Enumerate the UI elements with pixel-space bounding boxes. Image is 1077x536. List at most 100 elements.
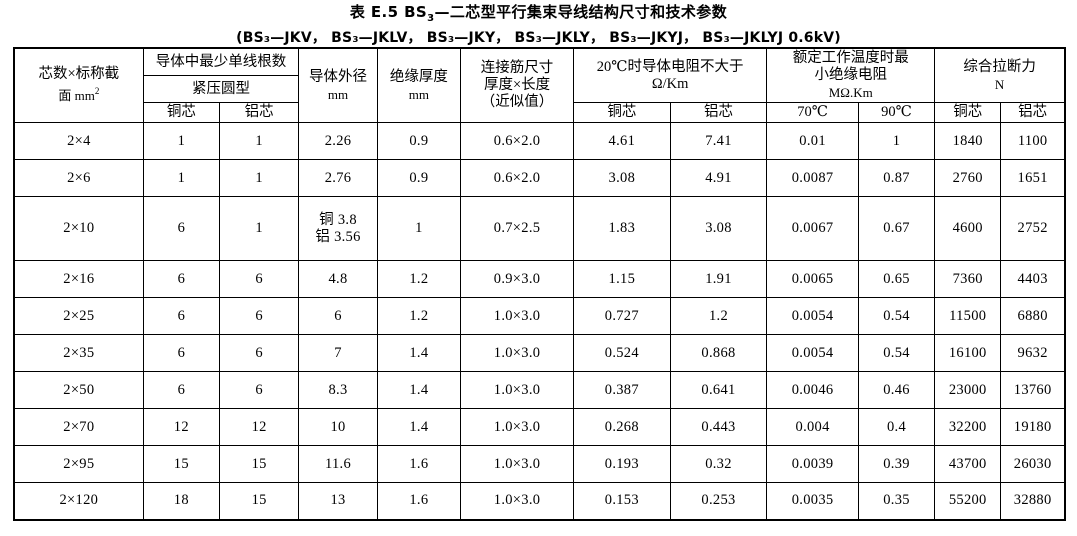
- cell-insulation-resistance-70c: 0.0067: [766, 196, 859, 261]
- cell-outer-diameter: 13: [298, 482, 378, 520]
- cell-connecting-rib: 1.0×3.0: [460, 482, 575, 520]
- header-insulation-resistance-group: 额定工作温度时最 小绝缘电阻 MΩ.Km: [766, 47, 936, 103]
- header-row-1: 芯数×标称截 面 mm2 导体中最少单线根数 导体外径 mm 绝缘厚度 mm 连…: [13, 47, 1066, 123]
- cell-outer-diameter: 铜 3.8 铝 3.56: [298, 196, 378, 261]
- cell-tensile-aluminum: 4403: [1000, 260, 1066, 298]
- cell-outer-diameter: 2.26: [298, 122, 378, 160]
- cell-resistance-copper: 4.61: [573, 122, 671, 160]
- cell-strands-copper: 1: [142, 159, 221, 197]
- cell-resistance-copper: 0.524: [573, 334, 671, 372]
- header-outer-diameter-unit: mm: [327, 86, 349, 102]
- header-tensile-aluminum: 铝芯: [1000, 102, 1066, 123]
- header-insulation-thickness-unit: mm: [408, 86, 429, 102]
- cell-resistance-aluminum: 1.2: [669, 297, 768, 335]
- cell-strands-copper: 6: [142, 297, 221, 335]
- cell-outer-diameter: 8.3: [298, 371, 378, 409]
- cell-strands-copper: 6: [142, 334, 221, 372]
- cell-insulation-thickness: 1.6: [376, 482, 462, 520]
- header-resistance-copper: 铜芯: [573, 102, 671, 123]
- cell-tensile-aluminum: 6880: [1000, 297, 1066, 335]
- cell-strands-aluminum: 12: [218, 408, 300, 446]
- cell-section-spec: 2×25: [13, 297, 144, 335]
- cell-resistance-aluminum: 0.253: [669, 482, 768, 520]
- cell-insulation-thickness: 1.4: [376, 334, 462, 372]
- table-row: 2×16 6 6 4.8 1.2 0.9×3.0 1.15 1.91 0.0065 0.65 736…: [13, 260, 1066, 298]
- cell-insulation-resistance-70c: 0.01: [766, 122, 859, 160]
- header-outer-diameter: 导体外径 mm: [298, 47, 378, 123]
- cell-insulation-thickness: 1.2: [376, 260, 462, 298]
- header-resistance-aluminum: 铝芯: [669, 102, 768, 123]
- cell-outer-diameter: 6: [298, 297, 378, 335]
- cell-strands-aluminum: 6: [218, 260, 300, 298]
- cell-outer-diameter: 11.6: [298, 445, 378, 483]
- cell-insulation-resistance-70c: 0.0039: [766, 445, 859, 483]
- table-row: 2×70 12 12 10 1.4 1.0×3.0 0.268 0.443 0.004 0.4 32…: [13, 408, 1066, 446]
- header-connecting-rib-line1: 连接筋尺寸: [480, 60, 554, 76]
- cell-resistance-aluminum: 1.91: [669, 260, 768, 298]
- header-connecting-rib-line3: （近似值）: [480, 94, 554, 110]
- cell-insulation-thickness: 1.4: [376, 408, 462, 446]
- cell-resistance-copper: 1.15: [573, 260, 671, 298]
- cell-strands-aluminum: 1: [218, 159, 300, 197]
- cell-insulation-resistance-90c: 0.87: [857, 159, 936, 197]
- cell-section-spec: 2×4: [13, 122, 144, 160]
- table-row: 2×4 1 1 2.26 0.9 0.6×2.0 4.61 7.41 0.01 1 1840 1100: [13, 122, 1066, 160]
- cell-insulation-thickness: 0.9: [376, 159, 462, 197]
- cell-insulation-resistance-90c: 0.35: [857, 482, 936, 520]
- cell-strands-aluminum: 15: [218, 482, 300, 520]
- cell-insulation-resistance-90c: 0.65: [857, 260, 936, 298]
- cell-insulation-thickness: 1.6: [376, 445, 462, 483]
- cell-tensile-aluminum: 1651: [1000, 159, 1066, 197]
- cell-strands-copper: 15: [142, 445, 221, 483]
- cell-resistance-aluminum: 0.641: [669, 371, 768, 409]
- header-section-spec-line2: 面 mm2: [17, 83, 141, 105]
- cell-tensile-copper: 43700: [934, 445, 1002, 483]
- title-main-suffix: —二芯型平行集束导线结构尺寸和技术参数: [434, 3, 728, 21]
- cell-outer-diameter: 10: [298, 408, 378, 446]
- cell-tensile-copper: 55200: [934, 482, 1002, 520]
- header-strands-aluminum: 铝芯: [218, 102, 300, 123]
- header-outer-diameter-label: 导体外径: [309, 68, 367, 85]
- cell-section-spec: 2×50: [13, 371, 144, 409]
- cell-connecting-rib: 0.7×2.5: [460, 196, 575, 261]
- cell-insulation-resistance-90c: 0.4: [857, 408, 936, 446]
- header-section-spec: 芯数×标称截 面 mm2: [13, 47, 144, 123]
- cell-strands-aluminum: 15: [218, 445, 300, 483]
- cell-resistance-aluminum: 0.32: [669, 445, 768, 483]
- cell-insulation-resistance-90c: 0.54: [857, 334, 936, 372]
- cell-resistance-copper: 0.193: [573, 445, 671, 483]
- cell-tensile-aluminum: 19180: [1000, 408, 1066, 446]
- header-resistance-group: 20℃时导体电阻不大于 Ω/Km: [573, 47, 768, 103]
- cell-insulation-resistance-70c: 0.0054: [766, 334, 859, 372]
- cell-tensile-aluminum: 26030: [1000, 445, 1066, 483]
- cell-tensile-copper: 32200: [934, 408, 1002, 446]
- cell-insulation-resistance-70c: 0.0065: [766, 260, 859, 298]
- cell-tensile-aluminum: 2752: [1000, 196, 1066, 261]
- cell-resistance-copper: 0.387: [573, 371, 671, 409]
- cell-tensile-copper: 23000: [934, 371, 1002, 409]
- cable-spec-table: 芯数×标称截 面 mm2 导体中最少单线根数 导体外径 mm 绝缘厚度 mm 连…: [13, 47, 1066, 521]
- table-row: 2×10 6 1 铜 3.8 铝 3.56 1 0.7×2.5 1.83 3.08 0.0067 0…: [13, 196, 1066, 261]
- cell-strands-copper: 18: [142, 482, 221, 520]
- cell-tensile-aluminum: 9632: [1000, 334, 1066, 372]
- cell-tensile-aluminum: 32880: [1000, 482, 1066, 520]
- cell-tensile-aluminum: 13760: [1000, 371, 1066, 409]
- cell-strands-copper: 6: [142, 196, 221, 261]
- header-insulation-resistance-line3: MΩ.Km: [828, 85, 873, 100]
- cell-insulation-resistance-70c: 0.0087: [766, 159, 859, 197]
- cell-strands-aluminum: 1: [218, 196, 300, 261]
- cell-resistance-copper: 1.83: [573, 196, 671, 261]
- cell-resistance-aluminum: 0.868: [669, 334, 768, 372]
- cell-connecting-rib: 1.0×3.0: [460, 297, 575, 335]
- title-main-prefix: 表 E.5 BS: [349, 3, 428, 21]
- cell-insulation-resistance-90c: 1: [857, 122, 936, 160]
- cell-insulation-thickness: 0.9: [376, 122, 462, 160]
- cell-resistance-copper: 0.268: [573, 408, 671, 446]
- cell-tensile-copper: 7360: [934, 260, 1002, 298]
- cell-strands-aluminum: 6: [218, 371, 300, 409]
- table-row: 2×35 6 6 7 1.4 1.0×3.0 0.524 0.868 0.0054 0.54 161…: [13, 334, 1066, 372]
- cell-tensile-copper: 1840: [934, 122, 1002, 160]
- cell-section-spec: 2×10: [13, 196, 144, 261]
- cell-resistance-copper: 0.727: [573, 297, 671, 335]
